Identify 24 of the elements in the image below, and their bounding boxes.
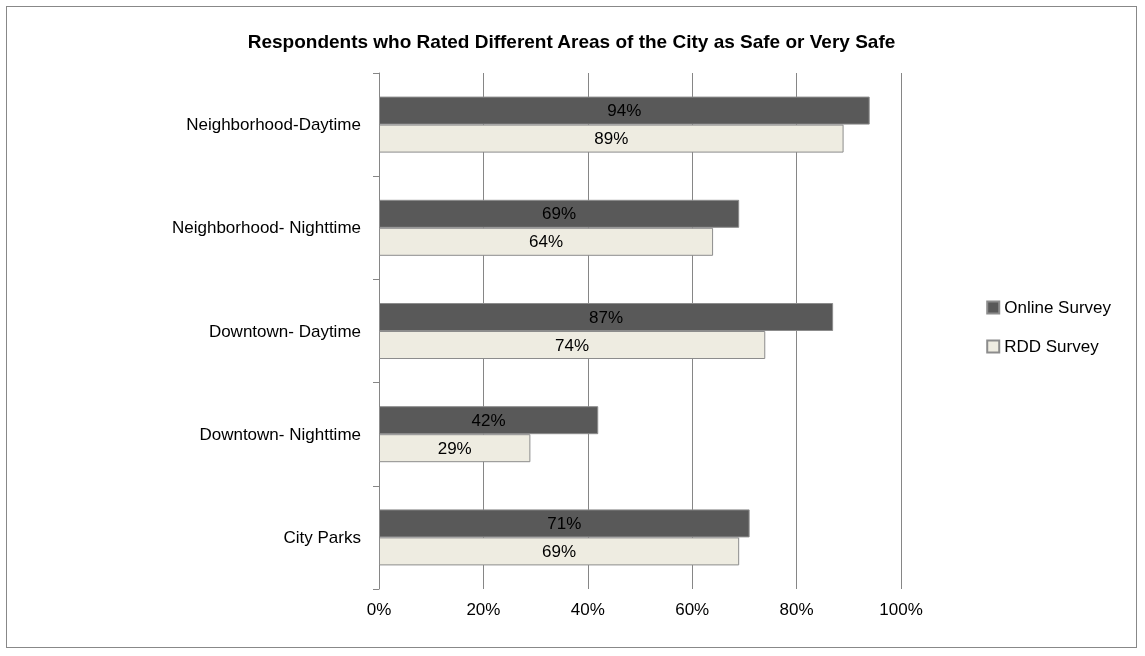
- y-tick-label: Downtown- Daytime: [208, 321, 361, 341]
- data-label: 64%: [529, 232, 564, 252]
- y-tick-label: City Parks: [283, 527, 361, 547]
- legend-label: Online Survey: [1004, 298, 1112, 317]
- y-tick-label: Neighborhood-Daytime: [186, 115, 361, 135]
- legend-label: RDD Survey: [1004, 337, 1100, 356]
- data-label: 42%: [471, 410, 506, 430]
- y-tick-label: Neighborhood- Nighttime: [172, 218, 361, 238]
- data-label: 94%: [607, 101, 642, 121]
- x-tick-label: 100%: [879, 600, 923, 619]
- data-label: 69%: [542, 204, 577, 224]
- data-label: 71%: [547, 513, 582, 533]
- data-label: 69%: [542, 541, 577, 561]
- data-label: 89%: [594, 129, 629, 149]
- data-label: 87%: [589, 307, 624, 327]
- x-tick-label: 80%: [779, 600, 814, 619]
- x-tick-label: 0%: [366, 600, 392, 619]
- x-tick-label: 40%: [570, 600, 605, 619]
- chart-title: Respondents who Rated Different Areas of the City as Safe or Very Safe: [247, 31, 896, 52]
- y-tick-label: Downtown- Nighttime: [199, 424, 361, 444]
- x-tick-label: 60%: [675, 600, 710, 619]
- data-label: 74%: [555, 335, 590, 355]
- data-label: 29%: [437, 438, 472, 458]
- x-tick-label: 20%: [466, 600, 501, 619]
